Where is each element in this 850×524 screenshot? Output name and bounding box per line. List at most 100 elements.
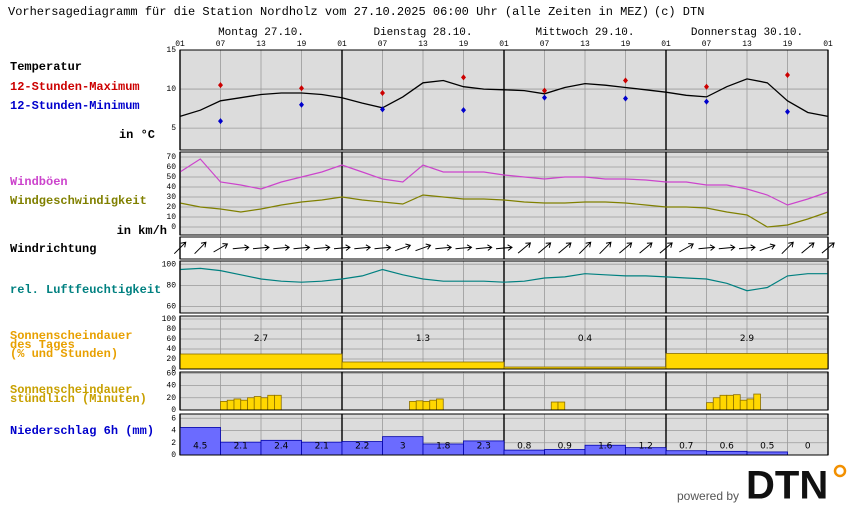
day-label: Mittwoch 29.10. [535, 27, 634, 39]
bar [706, 402, 714, 411]
panel-label: in °C [119, 128, 155, 142]
bar [665, 353, 829, 370]
wind-arrow [395, 243, 412, 252]
wind-arrow [578, 241, 592, 255]
wind-arrow [232, 244, 250, 251]
data-label: 0 [805, 442, 811, 452]
data-label: 2.1 [315, 442, 329, 452]
y-tick-label: 15 [166, 46, 176, 55]
series-line [179, 158, 829, 206]
wind-arrow [435, 244, 453, 251]
wind-arrow [415, 243, 432, 252]
wind-arrow [213, 243, 229, 253]
y-tick-label: 0 [171, 223, 176, 232]
wind-arrow [455, 244, 473, 251]
x-tick-label: 13 [580, 40, 590, 49]
marker [218, 118, 223, 125]
wind-arrow [698, 244, 716, 251]
data-label: 0.6 [720, 442, 735, 452]
y-tick-label: 40 [166, 382, 176, 391]
marker [704, 83, 709, 90]
legend-entry: 12-Stunden-Maximum [10, 80, 140, 94]
y-tick-label: 80 [166, 282, 176, 291]
panel-frame [179, 371, 829, 411]
y-tick-label: 100 [162, 260, 177, 269]
y-tick-label: 100 [162, 315, 177, 324]
marker [785, 72, 790, 78]
data-label: 2.9 [740, 334, 755, 344]
wind-arrow [252, 244, 270, 251]
legend-entry: Windböen [10, 175, 68, 189]
bar [260, 397, 269, 411]
y-tick-label: 20 [166, 203, 176, 212]
marker [218, 82, 223, 89]
data-label: 0.7 [679, 442, 693, 452]
day-label: Dienstag 28.10. [373, 27, 472, 39]
day-label: Montag 27.10. [218, 27, 304, 39]
x-tick-label: 01 [823, 40, 833, 49]
data-label: 2.4 [274, 442, 289, 452]
x-tick-label: 19 [459, 40, 469, 49]
chart-title: Vorhersagediagramm für die Station Nordh… [8, 5, 649, 19]
bar [220, 401, 228, 411]
marker [623, 77, 628, 84]
marker [623, 95, 628, 102]
bar [429, 399, 437, 411]
wind-arrow [759, 243, 776, 252]
x-tick-label: 07 [540, 40, 550, 49]
legend-entry: Windgeschwindigkeit [10, 194, 147, 208]
y-tick-label: 60 [166, 303, 176, 312]
marker [461, 107, 466, 114]
wind-arrow [354, 244, 372, 251]
marker [542, 94, 547, 101]
marker [299, 85, 304, 92]
y-tick-label: 20 [166, 394, 176, 403]
credit: (c) DTN [654, 5, 704, 19]
x-tick-label: 07 [702, 40, 712, 49]
series-line [179, 194, 829, 228]
data-label: 1.8 [436, 442, 451, 452]
y-tick-label: 4 [171, 427, 176, 436]
panel-label: (% und Stunden) [10, 347, 118, 361]
panel-frame [179, 315, 829, 370]
day-label: Donnerstag 30.10. [691, 27, 803, 39]
data-label: 4.5 [193, 442, 207, 452]
bar [422, 401, 431, 411]
wind-arrow [679, 243, 694, 253]
wind-arrow [801, 242, 815, 254]
bar [550, 401, 559, 411]
marker [461, 74, 466, 81]
wind-arrow [659, 242, 673, 254]
bar [415, 400, 424, 411]
y-tick-label: 60 [166, 335, 176, 344]
y-tick-label: 10 [166, 213, 176, 222]
x-tick-label: 13 [742, 40, 752, 49]
wind-arrow [781, 241, 794, 255]
wind-arrow [475, 244, 493, 251]
marker [542, 87, 547, 94]
y-tick-label: 5 [171, 124, 176, 133]
wind-arrow [718, 244, 736, 251]
bar [409, 401, 417, 411]
y-tick-label: 80 [166, 325, 176, 334]
bar [226, 399, 235, 411]
bar [557, 401, 566, 411]
x-tick-label: 07 [378, 40, 388, 49]
x-tick-label: 01 [337, 40, 347, 49]
wind-arrow [194, 241, 207, 255]
wind-arrow [619, 242, 633, 254]
powered-by: powered by [677, 489, 739, 503]
temperature-line [179, 78, 829, 118]
data-label: 0.4 [578, 334, 593, 344]
bar [233, 398, 242, 411]
bar [179, 427, 221, 456]
x-tick-label: 01 [175, 40, 185, 49]
y-tick-label: 70 [166, 153, 176, 162]
panel-label: Windrichtung [10, 242, 96, 256]
bar [733, 394, 741, 411]
panel-label: Niederschlag 6h (mm) [10, 424, 154, 438]
bar [719, 394, 728, 411]
y-tick-label: 40 [166, 183, 176, 192]
y-tick-label: 0 [171, 365, 176, 374]
